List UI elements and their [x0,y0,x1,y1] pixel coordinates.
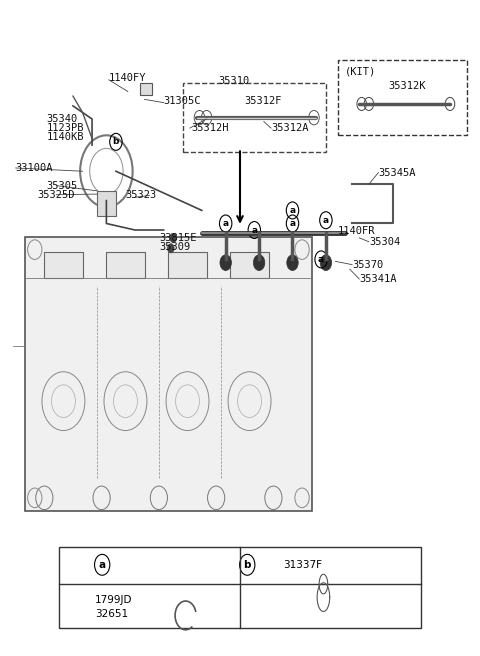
Text: 33100A: 33100A [16,163,53,173]
Text: 35310: 35310 [218,76,250,86]
Text: b: b [113,137,119,146]
Text: 1123PB: 1123PB [47,123,84,133]
Text: 35305: 35305 [47,180,78,191]
Text: a: a [251,226,257,234]
Bar [107,251,144,277]
Text: 35340: 35340 [47,114,78,124]
Circle shape [170,234,177,243]
Bar [44,251,83,277]
Text: 35370: 35370 [352,260,384,270]
Text: 35312K: 35312K [388,81,425,91]
Circle shape [168,244,174,253]
Text: 35323: 35323 [125,190,156,200]
Text: 35312H: 35312H [192,123,229,133]
Text: 1799JD: 1799JD [95,595,132,605]
Text: a: a [223,219,229,228]
Text: 1140FY: 1140FY [109,73,146,83]
Text: a: a [289,206,296,215]
Text: 31337F: 31337F [284,560,323,570]
Text: 1140FR: 1140FR [338,226,375,236]
FancyBboxPatch shape [183,83,326,152]
Text: a: a [318,255,324,264]
FancyBboxPatch shape [25,237,312,511]
Text: (KIT): (KIT) [345,66,376,76]
Text: b: b [243,560,251,570]
Text: 1140KB: 1140KB [47,133,84,142]
Text: 32651: 32651 [95,609,128,619]
Text: 35341A: 35341A [360,274,397,284]
Text: 35345A: 35345A [378,167,416,178]
Bar [140,83,152,95]
FancyBboxPatch shape [338,60,467,135]
Bar [230,251,269,277]
Text: a: a [289,219,296,228]
Bar [168,251,206,277]
Text: 35304: 35304 [369,237,400,247]
Text: a: a [323,216,329,225]
Bar [97,191,116,216]
Text: 31305C: 31305C [164,96,201,106]
Text: 35309: 35309 [160,242,191,252]
Text: 35325D: 35325D [37,190,75,199]
Text: a: a [98,560,106,570]
Circle shape [220,255,231,270]
Text: 35312F: 35312F [245,96,282,106]
Circle shape [320,255,332,270]
Circle shape [287,255,298,270]
Circle shape [253,255,265,270]
Text: 35312A: 35312A [271,123,309,133]
Bar [59,547,421,628]
Text: 33815E: 33815E [160,233,197,243]
